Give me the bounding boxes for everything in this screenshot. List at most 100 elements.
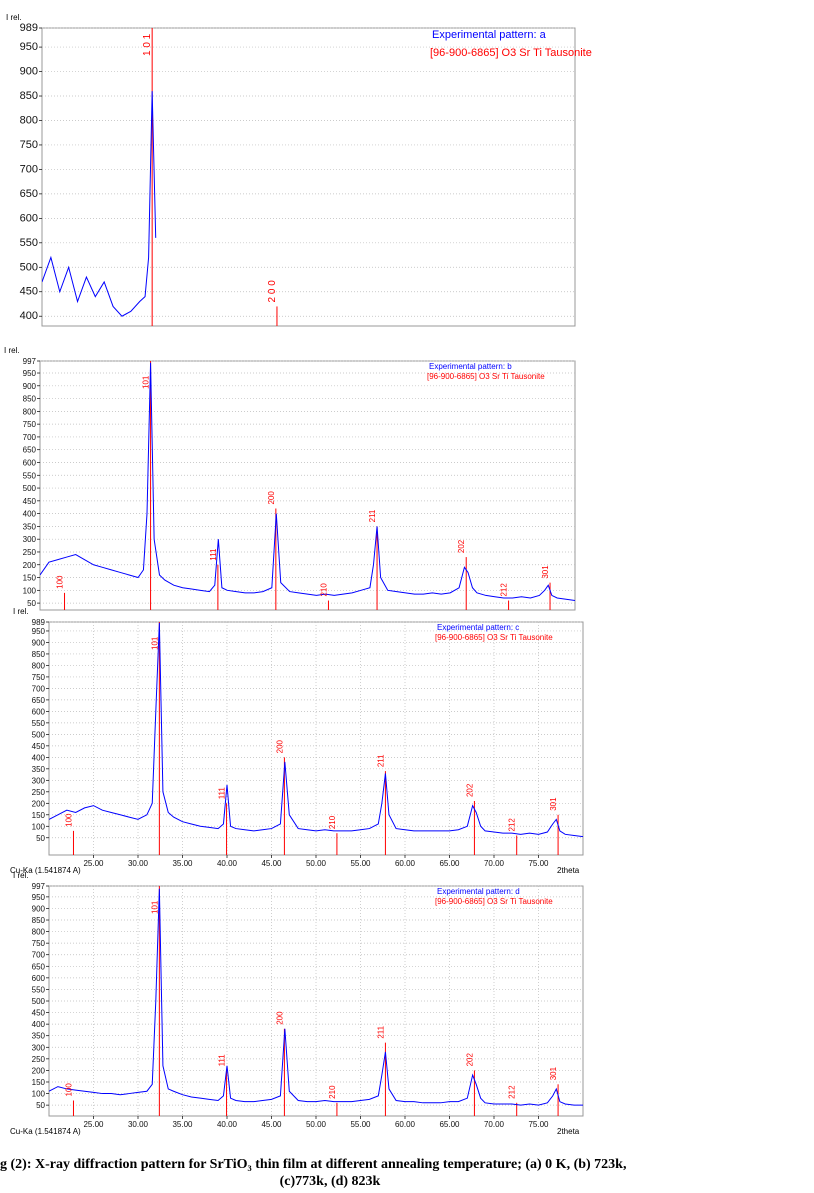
reference-label: 100: [64, 1083, 73, 1097]
y-axis-label: I rel.: [13, 871, 29, 880]
pattern-line: [49, 888, 583, 1106]
plot-content: [49, 622, 583, 855]
y-tick-label: 100: [23, 586, 37, 595]
pattern-line: [42, 91, 157, 317]
legend-entry: [96-900-6865] O3 Sr Ti Tausonite: [435, 633, 553, 642]
plot-area: [39, 360, 576, 611]
xrd-panel: I rel. 50 100 150 200 250 300 350 400 450 500 550 60…: [10, 607, 584, 875]
legend-entry: Experimental pattern: d: [437, 887, 520, 896]
caption: (c)773k, (d) 823k: [280, 1174, 381, 1188]
x-tick-label: 35.00: [172, 1120, 193, 1129]
y-tick-label: 600: [20, 212, 38, 224]
y-tick-label: 650: [32, 696, 46, 705]
y-tick-label: 800: [23, 407, 37, 416]
y-tick-label: 250: [23, 548, 37, 557]
x-tick-label: 65.00: [439, 859, 460, 868]
y-tick-label: 350: [23, 522, 37, 531]
x-tick-label: 60.00: [395, 859, 416, 868]
reference-label: 211: [376, 754, 385, 767]
y-tick-label: 950: [32, 893, 46, 902]
reference-label: 211: [376, 1025, 385, 1038]
y-tick-label: 100: [32, 822, 46, 831]
x-tick-label: 70.00: [484, 859, 505, 868]
y-tick-label: 750: [20, 139, 38, 151]
y-tick-label: 400: [23, 510, 37, 519]
y-tick-label: 650: [32, 962, 46, 971]
y-tick-label: 900: [32, 638, 46, 647]
y-tick-label: 600: [23, 458, 37, 467]
y-tick-label: 450: [32, 742, 46, 751]
x-tick-label: 60.00: [395, 1120, 416, 1129]
y-tick-label: 900: [20, 66, 38, 78]
y-tick-label: 700: [23, 433, 37, 442]
reference-label: 111: [218, 1054, 227, 1067]
y-tick-label: 900: [32, 904, 46, 913]
y-tick-label: 550: [32, 719, 46, 728]
y-tick-label: 750: [32, 939, 46, 948]
reference-label: 101: [150, 636, 159, 650]
y-tick-label: 350: [32, 765, 46, 774]
y-tick-label: 850: [23, 395, 37, 404]
reference-label: 2 0 0: [267, 280, 278, 303]
reference-label: 1 0 1: [142, 33, 153, 56]
y-tick-label: 150: [32, 1078, 46, 1087]
x-tick-label: 30.00: [128, 859, 149, 868]
x-tick-label: 40.00: [217, 1120, 238, 1129]
y-tick-label: 600: [32, 974, 46, 983]
y-tick-label: 750: [23, 420, 37, 429]
legend-entry: Experimental pattern: b: [429, 362, 512, 371]
y-tick-label: 500: [23, 484, 37, 493]
x-tick-label: 65.00: [439, 1120, 460, 1129]
y-tick-label: 850: [32, 916, 46, 925]
y-tick-label: 900: [23, 382, 37, 391]
reference-label: 202: [465, 1053, 474, 1067]
y-tick-label: 200: [32, 1066, 46, 1075]
reference-label: 210: [328, 1085, 337, 1099]
reference-label: 202: [465, 783, 474, 797]
x-tick-label: 75.00: [528, 859, 549, 868]
y-tick-label: 850: [20, 90, 38, 102]
reference-label: 111: [209, 548, 218, 561]
legend-entry: [96-900-6865] O3 Sr Ti Tausonite: [427, 372, 545, 381]
x-tick-label: 70.00: [484, 1120, 505, 1129]
xrd-panel: I rel. 50 100 150 200 250 300 350 400 450 500 550 60…: [4, 346, 576, 611]
y-tick-label: 500: [32, 997, 46, 1006]
y-tick-label: 100: [32, 1090, 46, 1099]
y-tick-label: 50: [36, 834, 45, 843]
x-tick-label: 30.00: [128, 1120, 149, 1129]
y-tick-label: 200: [23, 561, 37, 570]
y-tick-label: 700: [20, 163, 38, 175]
y-tick-label: 450: [32, 1009, 46, 1018]
legend-entry: Experimental pattern: c: [437, 623, 519, 632]
x-axis-label: 2theta: [557, 866, 580, 875]
reference-label: 210: [328, 815, 337, 829]
y-tick-label: 400: [32, 753, 46, 762]
reference-label: 301: [549, 1066, 558, 1080]
y-tick-label: 50: [27, 599, 36, 608]
reference-label: 301: [541, 565, 550, 579]
y-tick-label: 750: [32, 673, 46, 682]
y-tick-label: 950: [32, 627, 46, 636]
x-tick-label: 50.00: [306, 859, 327, 868]
y-tick-label: 300: [32, 1043, 46, 1052]
y-tick-label: 150: [23, 574, 37, 583]
pattern-line: [49, 622, 583, 838]
reference-label: 212: [500, 583, 509, 597]
y-tick-label: 989: [20, 22, 38, 34]
y-tick-label: 350: [32, 1032, 46, 1041]
reference-label: 301: [549, 797, 558, 811]
y-tick-label: 700: [32, 684, 46, 693]
y-tick-label: 450: [20, 286, 38, 298]
y-tick-label: 650: [23, 446, 37, 455]
y-tick-label: 800: [32, 661, 46, 670]
y-axis-label: I rel.: [6, 13, 22, 22]
y-tick-label: 800: [32, 928, 46, 937]
y-tick-label: 989: [32, 618, 46, 627]
y-tick-label: 300: [32, 776, 46, 785]
caption: g (2): X-ray diffraction pattern for SrT…: [0, 1157, 626, 1172]
y-tick-label: 800: [20, 114, 38, 126]
y-tick-label: 950: [20, 41, 38, 53]
reference-label: 212: [508, 1085, 517, 1099]
y-tick-label: 400: [20, 310, 38, 322]
